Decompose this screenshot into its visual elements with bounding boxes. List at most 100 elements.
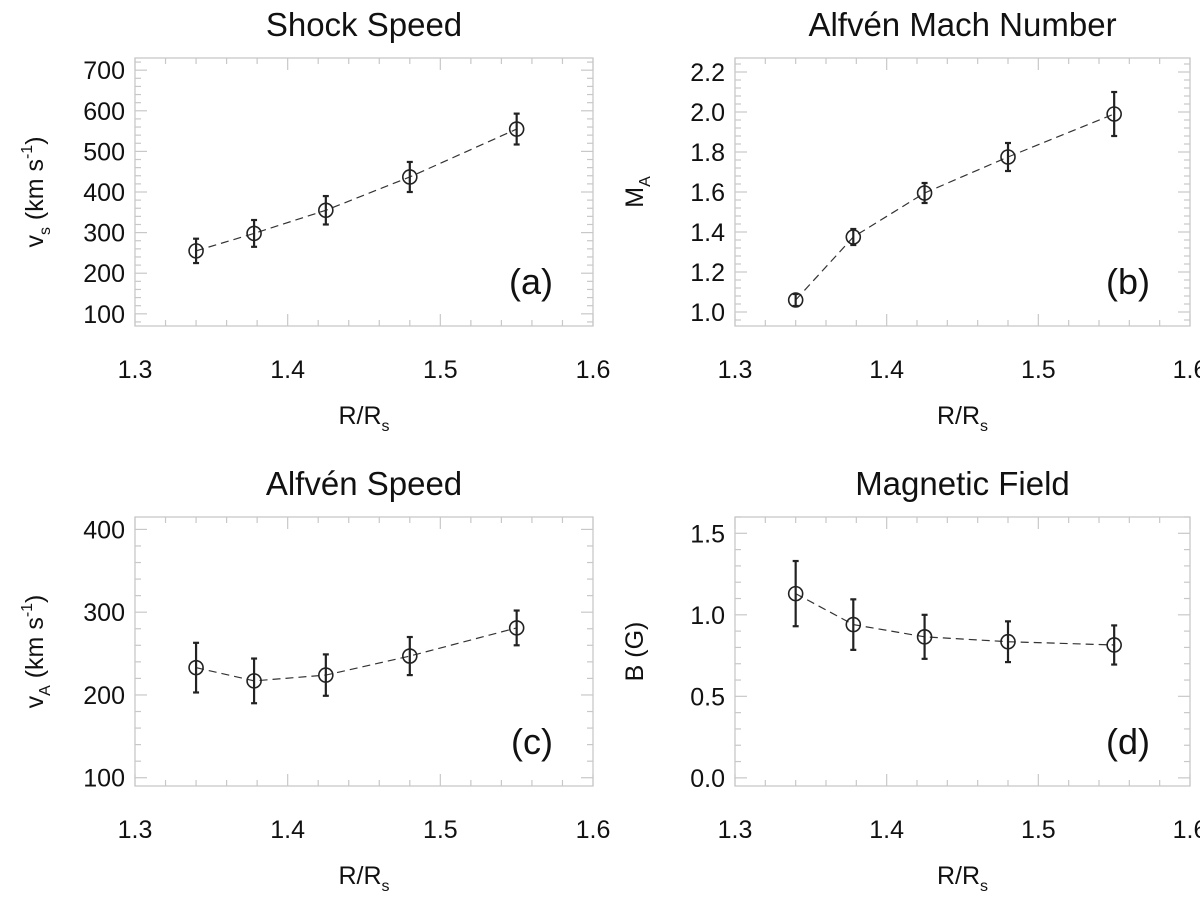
x-axis-label-subscript: s xyxy=(980,418,988,435)
x-axis-label-base: R/R xyxy=(338,862,381,890)
data-point xyxy=(787,585,804,602)
data-point xyxy=(1000,149,1016,165)
data-point xyxy=(845,229,862,245)
x-tick-label: 1.3 xyxy=(718,356,753,384)
y-tick-label: 200 xyxy=(83,260,125,288)
y-tick-label: 1.8 xyxy=(690,139,725,167)
y-axis-label-base: B (G) xyxy=(621,622,649,682)
y-tick-label: 1.4 xyxy=(690,219,725,247)
y-tick-label: 500 xyxy=(83,138,125,166)
panel-label: (a) xyxy=(509,261,553,302)
x-tick-label: 1.6 xyxy=(1173,356,1200,384)
y-axis-label: B (G) xyxy=(621,622,649,682)
y-tick-label: 200 xyxy=(83,682,125,710)
x-axis-label-subscript: s xyxy=(382,878,390,895)
y-axis-label-unit: (km s xyxy=(21,159,49,227)
x-axis-label-subscript: s xyxy=(382,418,390,435)
data-point xyxy=(401,648,418,664)
x-axis-label: R/Rs xyxy=(338,402,389,435)
x-axis-label: R/Rs xyxy=(937,862,988,895)
x-axis-label-base: R/R xyxy=(338,402,381,430)
chart-title: Alfvén Mach Number xyxy=(808,6,1116,43)
data-point xyxy=(787,292,804,308)
y-axis-label-base: v xyxy=(21,235,49,248)
y-tick-label: 700 xyxy=(83,57,125,85)
y-tick-label: 0.0 xyxy=(690,765,725,793)
x-tick-label: 1.5 xyxy=(1021,356,1056,384)
x-tick-label: 1.6 xyxy=(1173,816,1200,844)
plot-frame xyxy=(134,516,594,787)
series-line xyxy=(795,593,1115,646)
y-tick-label: 0.5 xyxy=(690,683,725,711)
y-axis-label-base: M xyxy=(621,187,649,208)
data-point xyxy=(246,225,262,242)
y-axis-label-unit-close: ) xyxy=(21,136,49,144)
y-tick-label: 300 xyxy=(83,599,125,627)
panel-a: 1.3 1.4 1.5 1.6 100 200 300 400 500 600 700 Shock S… xyxy=(19,6,610,435)
x-axis-label-base: R/R xyxy=(937,402,980,430)
panel-c: 1.3 1.4 1.5 1.6 100 200 300 400 Alfvén Speed R/Rs… xyxy=(19,465,610,895)
x-axis-label: R/Rs xyxy=(937,402,988,435)
x-tick-label: 1.4 xyxy=(869,356,904,384)
y-tick-label: 1.0 xyxy=(690,602,725,630)
data-point xyxy=(845,616,862,633)
panel-b: 1.3 1.4 1.5 1.6 1.0 1.2 1.4 1.6 1.8 2.0 2.2 Alfvén … xyxy=(621,6,1200,435)
series-line xyxy=(195,128,517,252)
y-tick-label: 300 xyxy=(83,220,125,248)
data-point xyxy=(508,620,525,636)
x-tick-label: 1.4 xyxy=(270,356,305,384)
x-tick-label: 1.5 xyxy=(1021,816,1056,844)
x-tick-label: 1.4 xyxy=(869,816,904,844)
data-point xyxy=(188,243,204,259)
panel-d: 1.3 1.4 1.5 1.6 0.0 0.5 1.0 1.5 Magnetic Field R/… xyxy=(621,465,1200,895)
data-point xyxy=(916,629,933,645)
data-point xyxy=(318,202,334,219)
data-point xyxy=(508,121,525,137)
y-tick-label: 100 xyxy=(83,765,125,793)
data-point xyxy=(1000,633,1016,650)
data-point xyxy=(318,667,334,683)
y-tick-label: 100 xyxy=(83,301,125,329)
y-tick-label: 1.5 xyxy=(690,520,725,548)
chart-title: Magnetic Field xyxy=(855,465,1070,502)
x-tick-label: 1.5 xyxy=(423,356,458,384)
panel-label: (c) xyxy=(511,721,553,762)
data-point xyxy=(188,659,204,676)
y-axis-label-superscript: -1 xyxy=(19,145,36,159)
x-axis-label-base: R/R xyxy=(937,862,980,890)
y-axis-label: vA (km s-1) xyxy=(19,595,54,709)
y-tick-label: 400 xyxy=(83,516,125,544)
x-tick-label: 1.5 xyxy=(423,816,458,844)
data-point xyxy=(1106,106,1122,122)
y-axis-label-subscript: A xyxy=(637,176,654,187)
series-line xyxy=(195,627,517,682)
y-tick-label: 1.6 xyxy=(690,179,725,207)
x-tick-label: 1.3 xyxy=(118,356,153,384)
y-axis-label: vs (km s-1) xyxy=(19,136,54,247)
x-tick-label: 1.6 xyxy=(576,816,611,844)
series-line xyxy=(795,113,1115,301)
x-tick-label: 1.6 xyxy=(576,356,611,384)
y-tick-label: 1.2 xyxy=(690,259,725,287)
data-point xyxy=(1106,637,1122,653)
y-axis-label-base: v xyxy=(21,695,49,708)
y-tick-label: 400 xyxy=(83,179,125,207)
y-tick-label: 2.2 xyxy=(690,59,725,87)
chart-title: Alfvén Speed xyxy=(266,465,462,502)
y-axis-label: MA xyxy=(621,176,654,208)
x-tick-label: 1.3 xyxy=(118,816,153,844)
y-axis-label-superscript: -1 xyxy=(19,603,36,617)
y-axis-label-unit: (km s xyxy=(21,617,49,685)
y-tick-label: 2.0 xyxy=(690,99,725,127)
panel-label: (d) xyxy=(1106,721,1150,762)
x-axis-label: R/Rs xyxy=(338,862,389,895)
data-point xyxy=(246,673,262,689)
y-axis-label-subscript: s xyxy=(37,227,54,235)
chart-title: Shock Speed xyxy=(266,6,462,43)
x-tick-label: 1.3 xyxy=(718,816,753,844)
panel-label: (b) xyxy=(1106,261,1150,302)
data-point xyxy=(916,185,933,201)
y-tick-label: 600 xyxy=(83,98,125,126)
x-axis-label-subscript: s xyxy=(980,878,988,895)
